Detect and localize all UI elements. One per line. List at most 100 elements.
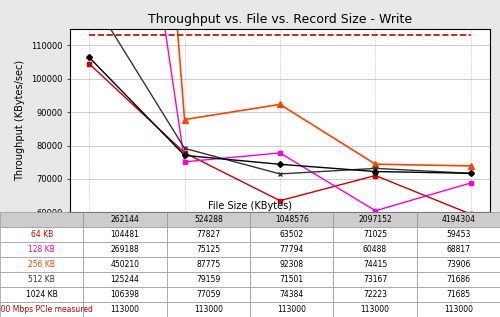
1024 KB [468,171,474,175]
Text: 77059: 77059 [196,290,220,299]
Bar [84,287,166,302]
Bar [334,242,416,257]
Bar [0,227,84,242]
Bar [416,257,500,272]
Text: 73167: 73167 [363,275,387,284]
64 KB [372,174,378,178]
Line: 64 KB: 64 KB [87,61,473,216]
512 KB [182,146,188,150]
256 KB [182,118,188,121]
Line: 1024 KB: 1024 KB [87,55,473,175]
Bar [0,287,84,302]
Text: 125244: 125244 [110,275,140,284]
Text: 73906: 73906 [446,260,470,269]
128 KB [468,181,474,185]
Text: 113000: 113000 [110,305,140,314]
Text: 113000: 113000 [194,305,223,314]
Text: 1048576: 1048576 [274,215,308,224]
Bar [334,257,416,272]
Bar [334,272,416,287]
Text: 113000: 113000 [277,305,306,314]
Bar [84,242,166,257]
Text: 92308: 92308 [280,260,303,269]
Bar [0,272,84,287]
Text: 2097152: 2097152 [358,215,392,224]
Title: Throughput vs. File vs. Record Size - Write: Throughput vs. File vs. Record Size - Wr… [148,13,412,26]
Bar [0,242,84,257]
Text: 262144: 262144 [110,215,140,224]
Text: 128 KB: 128 KB [28,245,55,254]
1000 Mbps PCIe measured [468,33,474,37]
Bar [84,227,166,242]
Text: 269188: 269188 [110,245,140,254]
Y-axis label: Throughput (KBytes/sec): Throughput (KBytes/sec) [16,60,26,181]
Text: 79159: 79159 [196,275,220,284]
1000 Mbps PCIe measured [277,33,283,37]
256 KB [468,164,474,168]
Text: 1000 Mbps PCIe measured: 1000 Mbps PCIe measured [0,305,92,314]
Bar [84,302,166,317]
Bar [334,227,416,242]
Bar [166,302,250,317]
Bar [0,257,84,272]
Bar [250,257,334,272]
Text: 75125: 75125 [196,245,220,254]
Text: 87775: 87775 [196,260,220,269]
Bar [416,287,500,302]
Bar [166,272,250,287]
Bar [334,287,416,302]
512 KB [468,171,474,175]
64 KB [182,151,188,155]
Text: 63502: 63502 [280,230,304,239]
1024 KB [182,153,188,157]
Text: 64 KB: 64 KB [30,230,53,239]
Bar [334,212,416,227]
Bar [334,302,416,317]
64 KB [468,212,474,216]
Text: 256 KB: 256 KB [28,260,55,269]
1000 Mbps PCIe measured [86,33,92,37]
Bar [416,272,500,287]
Text: 106398: 106398 [110,290,140,299]
Bar [416,302,500,317]
128 KB [277,151,283,155]
128 KB [372,209,378,213]
Bar [166,212,250,227]
Bar [166,242,250,257]
Bar [250,242,334,257]
1000 Mbps PCIe measured [182,33,188,37]
Bar [416,227,500,242]
Bar [416,212,500,227]
Bar [0,212,84,227]
X-axis label: File Size (KBytes): File Size (KBytes) [238,233,322,243]
Line: 512 KB: 512 KB [87,0,473,176]
512 KB [372,166,378,170]
Text: 77827: 77827 [196,230,220,239]
Bar [250,272,334,287]
1024 KB [277,162,283,166]
Text: 71686: 71686 [446,275,470,284]
Bar [166,257,250,272]
Text: 74415: 74415 [363,260,387,269]
1024 KB [86,55,92,59]
Text: 512 KB: 512 KB [28,275,55,284]
Text: 72223: 72223 [363,290,387,299]
Bar [84,257,166,272]
512 KB [277,172,283,176]
Text: 113000: 113000 [444,305,473,314]
Bar [84,272,166,287]
Text: 71685: 71685 [446,290,470,299]
Text: 60488: 60488 [363,245,387,254]
Bar [250,302,334,317]
256 KB [372,162,378,166]
Text: 59453: 59453 [446,230,470,239]
Text: 71501: 71501 [280,275,303,284]
Text: 104481: 104481 [110,230,140,239]
1024 KB [372,170,378,173]
Bar [166,227,250,242]
Bar [250,287,334,302]
1000 Mbps PCIe measured [372,33,378,37]
Text: 113000: 113000 [360,305,390,314]
Text: File Size (KBytes): File Size (KBytes) [208,201,292,211]
64 KB [277,199,283,203]
